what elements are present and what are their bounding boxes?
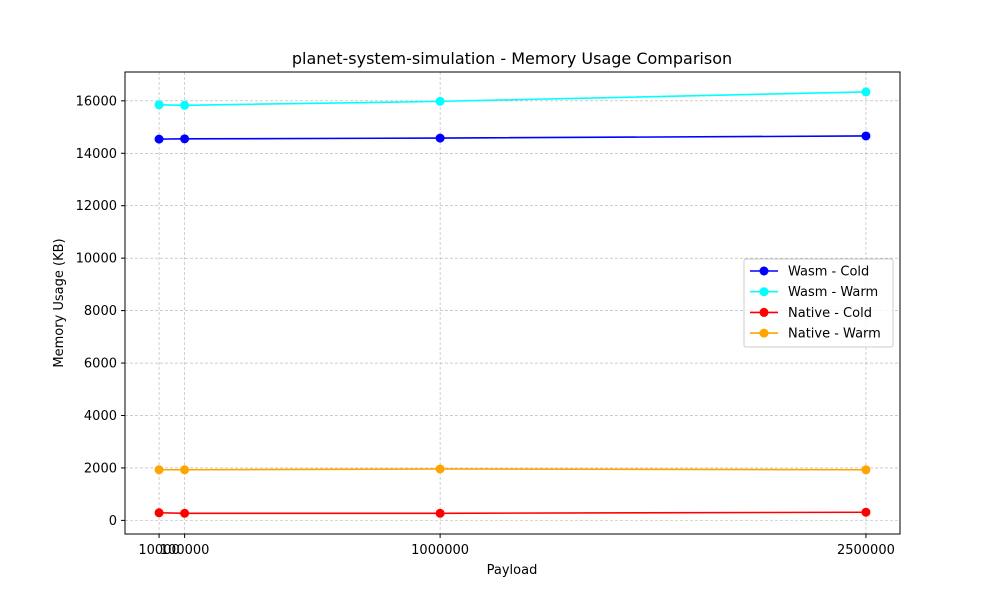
data-point: [435, 464, 445, 474]
legend: Wasm - Cold Wasm - Warm Native - Cold Nativ…: [743, 258, 894, 348]
series-line: [159, 91, 866, 107]
data-point: [435, 508, 445, 518]
series-1: [154, 87, 871, 110]
series-0: [154, 131, 871, 144]
x-tick-label: 2500000: [837, 543, 895, 558]
legend-label: Native - Cold: [788, 306, 872, 321]
legend-marker: [759, 307, 769, 317]
series-line: [159, 135, 866, 140]
axis-ticks: 0 2000 4000 6000 8000 10000 12000 14000 16000 100…: [76, 94, 895, 558]
y-tick-label: 4000: [84, 409, 117, 424]
y-tick-label: 8000: [84, 304, 117, 319]
x-axis-label: Payload: [487, 563, 538, 578]
x-tick-label: 10000: [138, 543, 179, 558]
y-tick-label: 2000: [84, 461, 117, 476]
series-3: [154, 464, 871, 475]
legend-marker: [759, 266, 769, 276]
data-point: [154, 465, 164, 475]
legend-label: Native - Warm: [788, 327, 881, 342]
data-point: [861, 465, 871, 475]
data-point: [861, 87, 871, 97]
data-point: [435, 96, 445, 106]
y-tick-label: 16000: [76, 94, 117, 109]
legend-label: Wasm - Cold: [788, 265, 869, 280]
y-tick-label: 14000: [76, 147, 117, 162]
data-point: [435, 133, 445, 143]
data-point: [154, 100, 164, 110]
y-tick-label: 0: [109, 514, 117, 529]
y-tick-label: 12000: [76, 199, 117, 214]
y-tick-label: 10000: [76, 252, 117, 267]
x-tick-label: 1000000: [411, 543, 469, 558]
legend-marker: [759, 328, 769, 338]
data-point: [180, 134, 190, 144]
plot-area-frame: [124, 71, 901, 535]
data-point: [180, 100, 190, 110]
legend-label: Wasm - Warm: [788, 285, 878, 300]
legend-box: [743, 258, 894, 348]
series-lines: [154, 87, 871, 518]
data-point: [861, 507, 871, 517]
legend-marker: [759, 287, 769, 297]
data-point: [154, 508, 164, 518]
y-tick-label: 6000: [84, 357, 117, 372]
x-tick-label: 100000: [160, 543, 210, 558]
data-point: [180, 508, 190, 518]
data-point: [180, 465, 190, 475]
data-point: [861, 131, 871, 141]
series-line: [159, 468, 866, 471]
chart-title: planet-system-simulation - Memory Usage …: [292, 49, 732, 68]
series-line: [159, 511, 866, 515]
series-2: [154, 507, 871, 518]
y-axis-label: Memory Usage (KB): [52, 238, 67, 367]
data-point: [154, 134, 164, 144]
